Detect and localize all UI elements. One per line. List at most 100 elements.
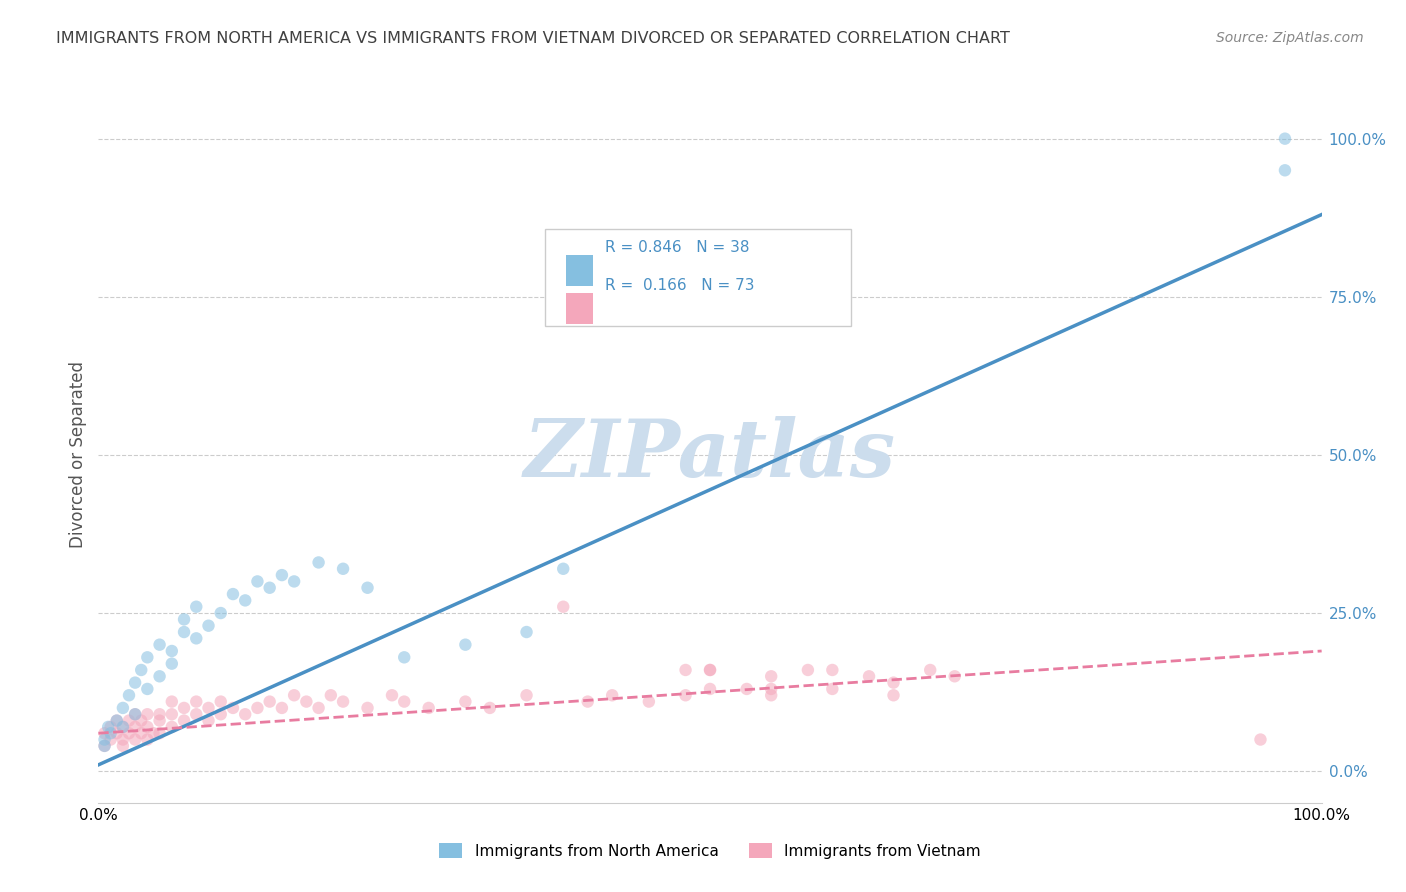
Point: [515, 688, 537, 702]
Point: [93, 732, 115, 747]
Point: [149, 669, 172, 683]
Point: [173, 625, 195, 640]
Point: [197, 714, 219, 728]
Point: [821, 681, 844, 696]
Point: [136, 707, 159, 722]
Point: [553, 562, 575, 576]
Point: [209, 707, 232, 722]
Point: [136, 650, 159, 665]
Point: [100, 732, 122, 747]
Point: [129, 714, 152, 728]
Point: [186, 632, 208, 646]
Point: [93, 739, 115, 753]
Point: [197, 618, 219, 632]
Point: [149, 726, 172, 740]
Point: [93, 726, 115, 740]
Point: [100, 720, 122, 734]
Point: [124, 707, 146, 722]
Point: [97, 720, 120, 734]
Y-axis label: Divorced or Separated: Divorced or Separated: [69, 361, 87, 549]
Point: [576, 695, 599, 709]
Point: [105, 726, 128, 740]
Text: ZIPatlas: ZIPatlas: [524, 417, 896, 493]
Point: [173, 701, 195, 715]
Point: [142, 726, 165, 740]
Text: IMMIGRANTS FROM NORTH AMERICA VS IMMIGRANTS FROM VIETNAM DIVORCED OR SEPARATED C: IMMIGRANTS FROM NORTH AMERICA VS IMMIGRA…: [56, 31, 1010, 46]
Point: [761, 681, 783, 696]
Point: [111, 720, 134, 734]
Point: [295, 695, 318, 709]
Point: [209, 695, 232, 709]
Point: [160, 695, 183, 709]
Point: [699, 663, 721, 677]
Point: [858, 669, 880, 683]
Point: [283, 574, 305, 589]
Bar: [565, 293, 592, 325]
Bar: [565, 255, 592, 286]
Point: [149, 638, 172, 652]
Point: [118, 688, 141, 702]
Point: [197, 701, 219, 715]
Point: [319, 688, 342, 702]
Point: [392, 695, 416, 709]
Point: [100, 726, 122, 740]
Point: [283, 688, 305, 702]
Point: [111, 739, 134, 753]
Point: [454, 638, 477, 652]
Point: [186, 599, 208, 614]
Point: [418, 701, 440, 715]
Point: [149, 714, 172, 728]
Point: [111, 720, 134, 734]
Point: [246, 574, 269, 589]
Point: [222, 701, 245, 715]
Point: [392, 650, 416, 665]
Point: [233, 707, 256, 722]
Point: [883, 675, 905, 690]
Point: [675, 663, 697, 677]
Point: [124, 732, 146, 747]
Point: [209, 606, 232, 620]
Point: [160, 657, 183, 671]
Point: [124, 675, 146, 690]
Point: [1274, 131, 1296, 145]
Point: [943, 669, 966, 683]
Point: [308, 701, 330, 715]
Point: [761, 669, 783, 683]
Point: [173, 714, 195, 728]
Point: [160, 720, 183, 734]
Point: [118, 726, 141, 740]
Point: [920, 663, 942, 677]
Point: [761, 688, 783, 702]
Point: [356, 701, 378, 715]
Point: [186, 695, 208, 709]
Text: R = 0.846   N = 38: R = 0.846 N = 38: [605, 240, 749, 255]
Point: [233, 593, 256, 607]
FancyBboxPatch shape: [546, 229, 851, 326]
Point: [478, 701, 501, 715]
Point: [105, 714, 128, 728]
Point: [246, 701, 269, 715]
Point: [186, 707, 208, 722]
Point: [136, 681, 159, 696]
Point: [553, 599, 575, 614]
Point: [270, 701, 294, 715]
Point: [454, 695, 477, 709]
Point: [160, 707, 183, 722]
Point: [105, 714, 128, 728]
Point: [735, 681, 758, 696]
Point: [136, 732, 159, 747]
Point: [308, 556, 330, 570]
Point: [883, 688, 905, 702]
Point: [149, 707, 172, 722]
Point: [356, 581, 378, 595]
Point: [259, 695, 281, 709]
Point: [124, 707, 146, 722]
Point: [797, 663, 820, 677]
Point: [332, 562, 354, 576]
Point: [111, 732, 134, 747]
Point: [600, 688, 623, 702]
Text: R =  0.166   N = 73: R = 0.166 N = 73: [605, 278, 755, 293]
Point: [699, 663, 721, 677]
Point: [136, 720, 159, 734]
Text: Source: ZipAtlas.com: Source: ZipAtlas.com: [1216, 31, 1364, 45]
